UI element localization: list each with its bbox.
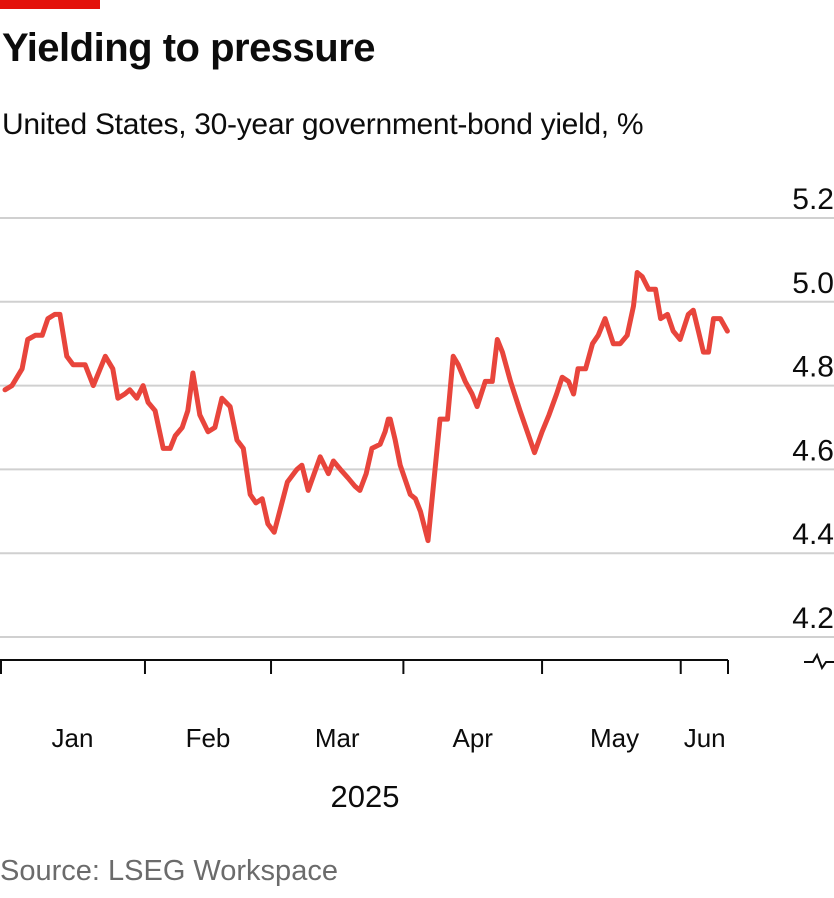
y-tick-label: 4.6 [792, 434, 834, 467]
series-layer [2, 270, 730, 544]
x-tick-label: Feb [186, 723, 231, 753]
y-tick-label: 4.2 [792, 602, 834, 635]
x-tick-label: Jan [52, 723, 94, 753]
chart-subtitle: United States, 30-year government-bond y… [2, 108, 644, 141]
y-tick-label: 4.8 [792, 351, 834, 384]
x-tick-label: May [590, 723, 639, 753]
gridlines [0, 217, 834, 638]
y-tick-label: 5.0 [792, 267, 834, 300]
x-tick-label: Jun [684, 723, 726, 753]
chart-title: Yielding to pressure [2, 26, 376, 70]
x-tick-label: Apr [452, 723, 493, 753]
brand-bar [0, 0, 100, 9]
y-axis-labels: 5.2 5.0 4.8 4.6 4.4 4.2 [792, 183, 834, 635]
y-tick-label: 5.2 [792, 183, 834, 216]
x-tick-label: Mar [315, 723, 360, 753]
y-tick-label: 4.4 [792, 518, 834, 551]
axis-break-icon [804, 652, 834, 671]
series-line-30yr-yield [2, 270, 730, 544]
x-axis-title: 2025 [331, 779, 400, 814]
x-axis: Jan Feb Mar Apr May Jun [0, 659, 729, 753]
source-note: Source: LSEG Workspace [0, 855, 338, 887]
